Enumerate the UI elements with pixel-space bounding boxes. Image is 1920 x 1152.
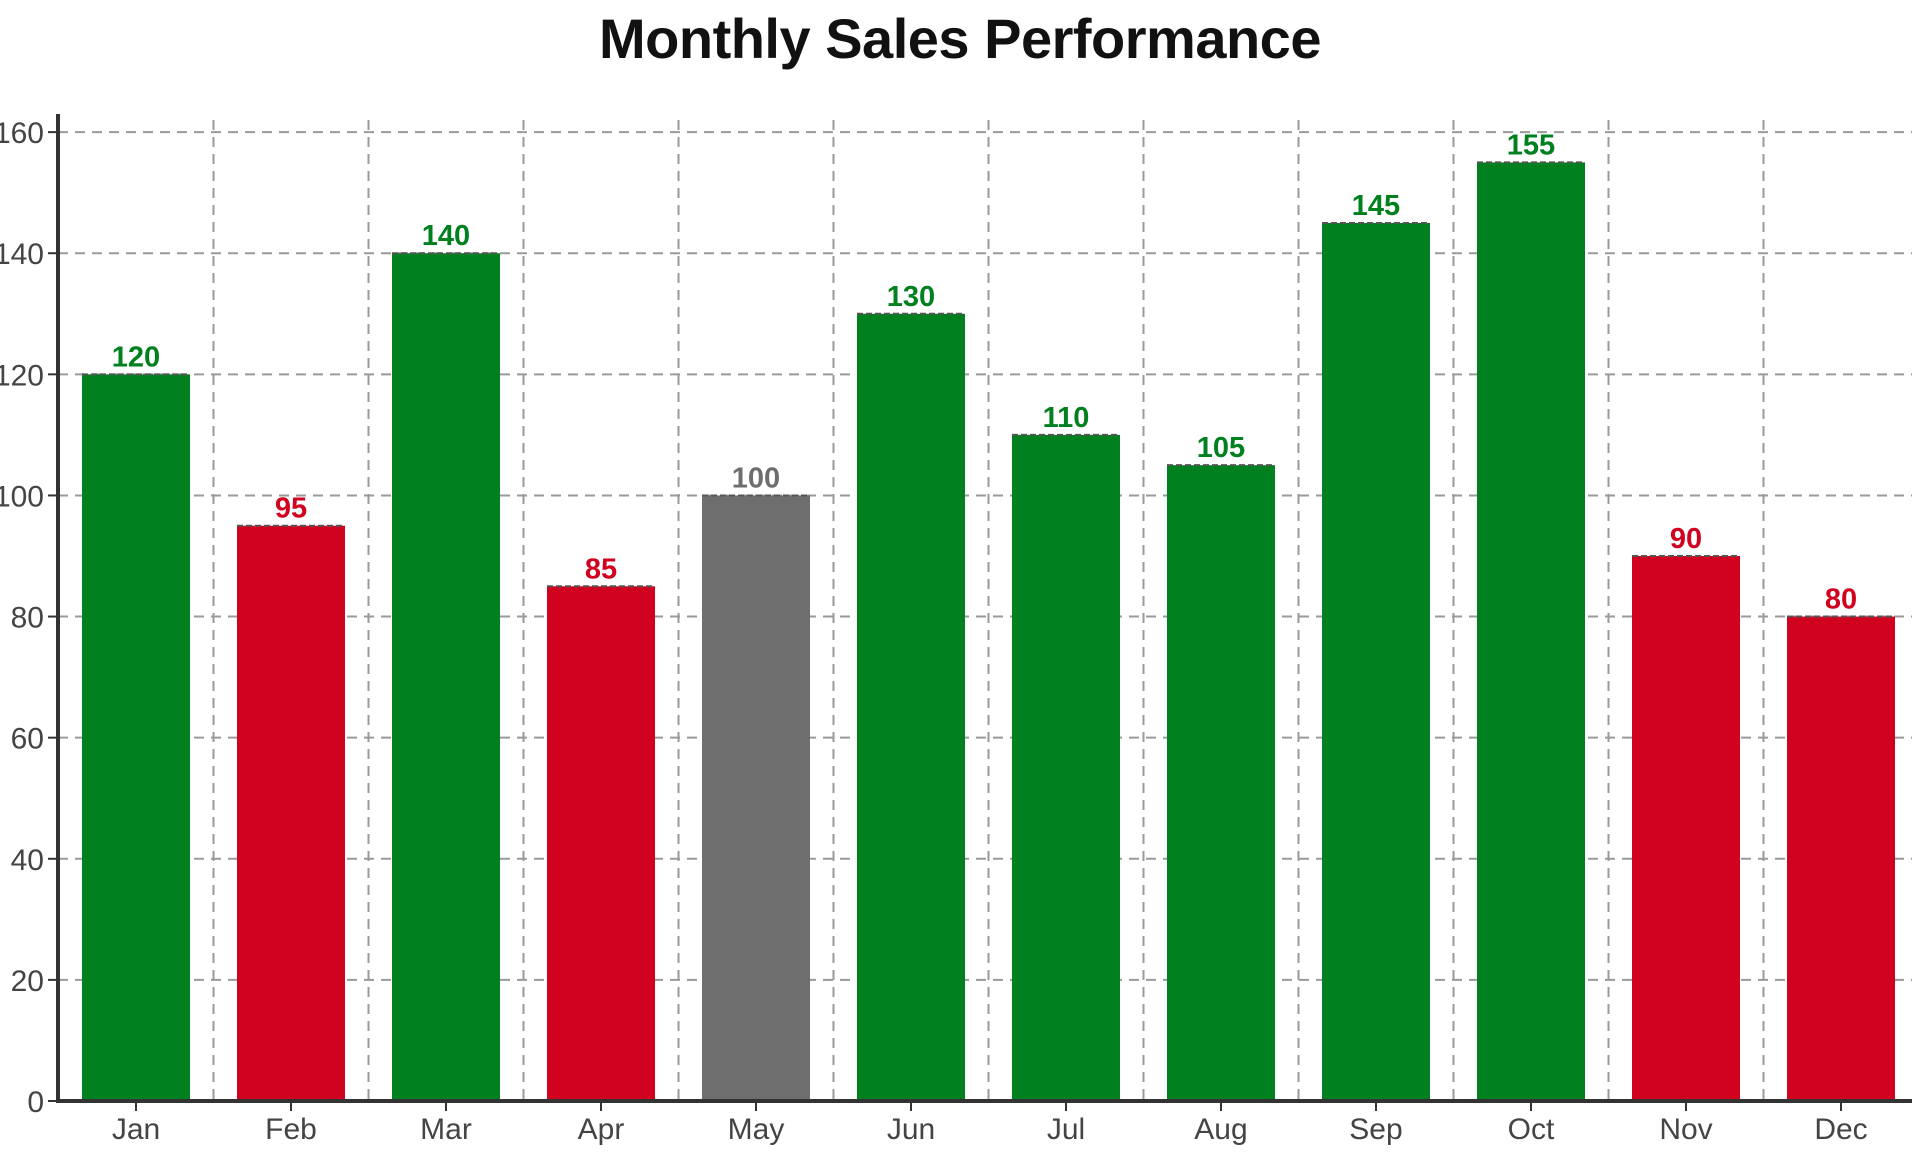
x-tick-label-jul: Jul [1047,1113,1085,1146]
x-tick-label-dec: Dec [1814,1113,1867,1146]
data-label-dec: 80 [1825,584,1857,616]
data-label-jun: 130 [887,281,935,313]
data-label-mar: 140 [422,220,470,252]
y-tick-label-40: 40 [11,844,44,877]
data-label-feb: 95 [275,493,307,525]
bar-aug [1167,465,1275,1102]
bar-jul [1012,434,1120,1101]
data-label-sep: 145 [1352,190,1400,222]
y-tick-label-60: 60 [11,723,44,756]
bars-layer [82,161,1895,1102]
data-label-apr: 85 [585,553,617,585]
bar-feb [237,525,345,1101]
x-tick-label-oct: Oct [1508,1113,1555,1146]
y-tick-label-100: 100 [0,480,44,513]
chart-title: Monthly Sales Performance [599,7,1321,70]
x-tick-label-apr: Apr [578,1113,625,1146]
x-tick-label-feb: Feb [265,1113,317,1146]
data-label-nov: 90 [1670,523,1702,555]
x-tick-label-aug: Aug [1194,1113,1247,1146]
data-label-jan: 120 [112,341,160,373]
y-tick-label-120: 120 [0,359,44,392]
bar-sep [1322,222,1430,1101]
bar-mar [392,253,500,1101]
bar-apr [547,586,655,1101]
bar-dec [1787,616,1895,1101]
x-tick-label-mar: Mar [420,1113,472,1146]
y-tick-label-20: 20 [11,965,44,998]
data-label-may: 100 [732,462,780,494]
x-tick-label-jan: Jan [112,1113,160,1146]
bar-may [702,495,810,1101]
y-tick-label-80: 80 [11,602,44,635]
y-tick-label-0: 0 [27,1086,44,1119]
x-tick-label-nov: Nov [1659,1113,1712,1146]
data-label-jul: 110 [1043,402,1090,434]
x-tick-label-jun: Jun [887,1113,935,1146]
x-tick-label-sep: Sep [1349,1113,1402,1146]
x-tick-label-may: May [728,1113,785,1146]
bar-nov [1632,556,1740,1101]
bar-jan [82,374,190,1101]
bar-jun [857,313,965,1101]
y-tick-label-160: 160 [0,117,44,150]
labels-layer: 0 20 40 60 80 100 120 140 160 120 Jan 95 Feb 140 Mar 85… [0,117,1868,1146]
bar-oct [1477,162,1585,1101]
axis-layer [48,114,1912,1111]
data-label-oct: 155 [1507,129,1555,161]
y-tick-label-140: 140 [0,238,44,271]
data-label-aug: 105 [1197,432,1245,464]
grid-layer [58,120,1912,1101]
